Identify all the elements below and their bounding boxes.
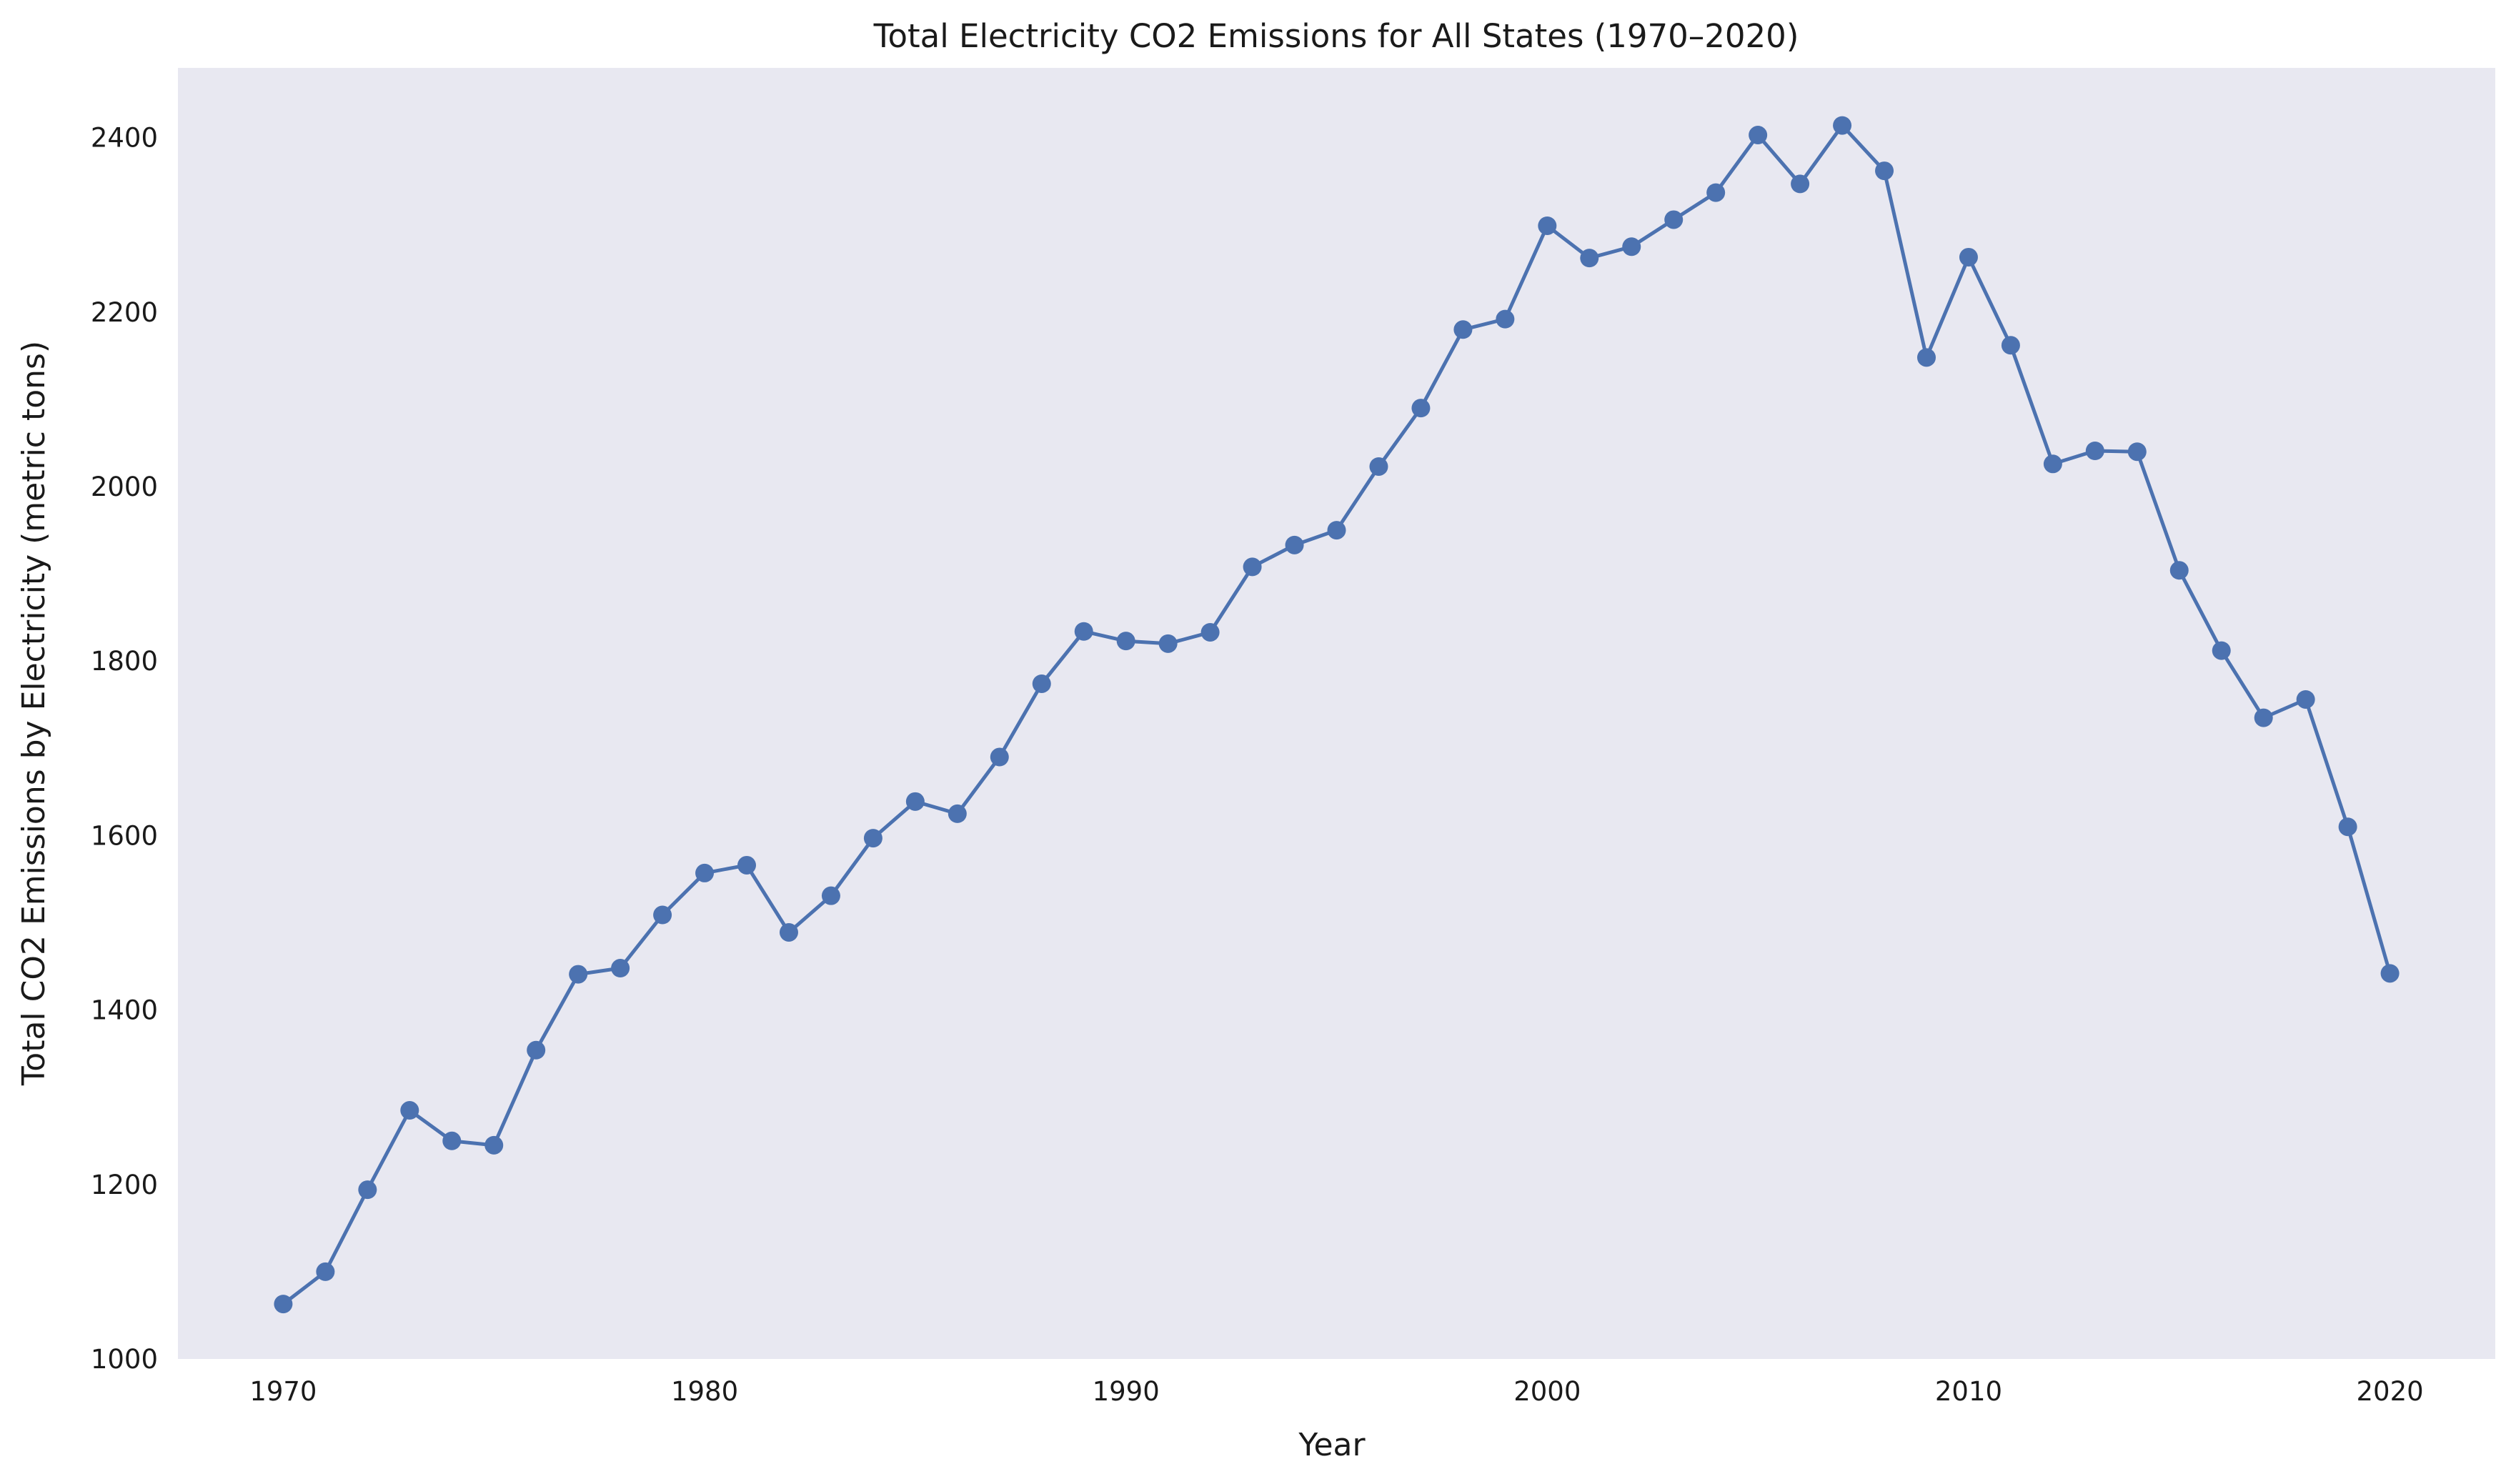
x-tick-label: 1990 <box>1093 1376 1160 1407</box>
data-point <box>1622 237 1641 257</box>
data-point <box>2001 336 2020 355</box>
data-point <box>2380 964 2400 983</box>
data-point <box>821 886 840 905</box>
data-point <box>1074 622 1093 641</box>
data-point <box>695 863 715 882</box>
data-point <box>2296 689 2315 709</box>
data-point <box>484 1135 504 1155</box>
data-point <box>274 1295 293 1314</box>
data-point <box>1496 309 1515 329</box>
data-point <box>2127 442 2147 462</box>
data-point <box>863 829 882 848</box>
data-point <box>1580 249 1599 268</box>
y-tick-label: 1600 <box>91 820 158 851</box>
x-axis-ticks: 1970 1980 1990 2000 2010 2020 <box>249 1376 2423 1407</box>
data-point <box>1243 557 1262 577</box>
data-point <box>400 1101 419 1120</box>
data-point <box>1369 457 1388 476</box>
data-point <box>2085 441 2104 460</box>
data-point <box>1200 622 1220 642</box>
y-axis-ticks: 1000 1200 1400 1600 1800 2000 2200 2400 <box>91 123 158 1375</box>
data-point <box>316 1262 335 1281</box>
data-point <box>1411 399 1431 418</box>
data-point <box>1158 634 1178 653</box>
data-point <box>569 965 588 984</box>
data-point <box>527 1040 546 1060</box>
x-tick-label: 2000 <box>1513 1376 1581 1407</box>
data-point <box>653 905 672 925</box>
y-tick-label: 1400 <box>91 995 158 1026</box>
data-point <box>1916 348 1936 367</box>
data-point <box>2043 454 2062 474</box>
data-point <box>1453 320 1473 339</box>
data-point <box>1327 521 1346 540</box>
chart-title: Total Electricity CO2 Emissions for All … <box>873 17 1799 55</box>
data-point <box>1791 174 1810 194</box>
data-point <box>1833 116 1852 135</box>
data-points <box>274 116 2400 1314</box>
x-tick-label: 1970 <box>249 1376 317 1407</box>
data-point <box>1285 535 1304 554</box>
data-point <box>358 1180 377 1200</box>
data-point <box>1706 183 1726 202</box>
data-point <box>611 959 630 978</box>
x-tick-label: 2020 <box>2357 1376 2424 1407</box>
x-axis-label: Year <box>1298 1427 1366 1463</box>
y-tick-label: 1200 <box>91 1170 158 1200</box>
y-tick-label: 2400 <box>91 123 158 154</box>
data-point <box>1875 161 1894 181</box>
x-tick-label: 2010 <box>1935 1376 2002 1407</box>
data-point <box>905 792 925 811</box>
y-tick-label: 2200 <box>91 297 158 328</box>
data-point <box>2212 641 2231 660</box>
y-tick-label: 2000 <box>91 472 158 502</box>
y-tick-label: 1000 <box>91 1344 158 1375</box>
data-point <box>1116 632 1135 651</box>
data-point <box>990 747 1009 767</box>
data-point <box>2254 708 2273 727</box>
data-point <box>442 1131 462 1150</box>
y-axis-label: Total CO2 Emissions by Electricity (metr… <box>16 341 52 1086</box>
data-point <box>1749 126 1768 145</box>
data-point <box>1538 216 1557 235</box>
data-point <box>1032 674 1051 693</box>
data-point <box>2338 817 2357 837</box>
x-tick-label: 1980 <box>671 1376 738 1407</box>
data-point <box>948 804 967 823</box>
data-point <box>779 922 798 942</box>
data-point <box>1959 247 1978 267</box>
plot-area <box>178 68 2495 1359</box>
y-tick-label: 1800 <box>91 646 158 677</box>
data-point <box>1664 210 1684 229</box>
data-point <box>737 855 757 875</box>
data-point <box>2169 561 2189 580</box>
